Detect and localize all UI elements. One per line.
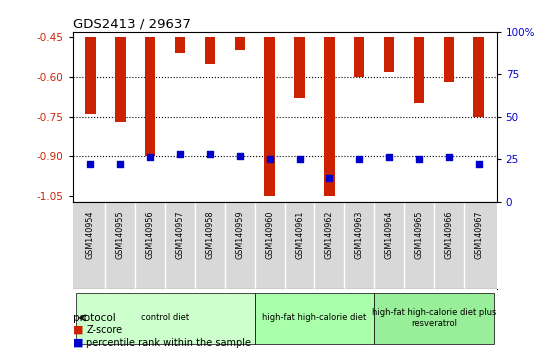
Text: GSM140957: GSM140957: [176, 210, 185, 259]
Point: [176, 151, 185, 157]
Point: [295, 156, 304, 162]
Bar: [374, 293, 494, 344]
Point: [444, 155, 453, 160]
Text: GSM140956: GSM140956: [146, 210, 155, 259]
Point: [355, 156, 364, 162]
Text: GSM140963: GSM140963: [355, 210, 364, 259]
Text: Z-score: Z-score: [86, 325, 123, 335]
Bar: [324, 37, 335, 196]
Point: [415, 156, 424, 162]
Text: GSM140967: GSM140967: [474, 210, 483, 259]
Point: [265, 156, 274, 162]
Text: GSM140966: GSM140966: [444, 210, 453, 259]
Bar: [264, 37, 275, 196]
Point: [86, 161, 95, 167]
Bar: [354, 37, 364, 77]
Point: [474, 161, 483, 167]
Text: GSM140958: GSM140958: [205, 210, 214, 259]
Point: [116, 161, 125, 167]
Bar: [115, 37, 126, 122]
Point: [235, 153, 244, 159]
Text: GSM140960: GSM140960: [265, 210, 274, 259]
Text: GDS2413 / 29637: GDS2413 / 29637: [73, 18, 190, 31]
Bar: [175, 37, 185, 53]
Text: ■: ■: [73, 338, 83, 348]
Text: percentile rank within the sample: percentile rank within the sample: [86, 338, 252, 348]
Text: GSM140962: GSM140962: [325, 210, 334, 259]
Bar: [205, 37, 215, 64]
Text: GSM140955: GSM140955: [116, 210, 125, 259]
Point: [325, 175, 334, 181]
Text: GSM140961: GSM140961: [295, 210, 304, 259]
Text: GSM140965: GSM140965: [415, 210, 424, 259]
Bar: [75, 293, 254, 344]
Point: [146, 155, 155, 160]
Text: high-fat high-calorie diet plus
resveratrol: high-fat high-calorie diet plus resverat…: [372, 308, 496, 327]
Text: GSM140954: GSM140954: [86, 210, 95, 259]
Text: GSM140964: GSM140964: [384, 210, 393, 259]
Bar: [444, 37, 454, 82]
Text: control diet: control diet: [141, 313, 189, 322]
Point: [205, 151, 214, 157]
Bar: [474, 37, 484, 117]
Bar: [294, 37, 305, 98]
Text: protocol: protocol: [73, 313, 116, 323]
Bar: [413, 37, 424, 103]
Bar: [254, 293, 374, 344]
Text: high-fat high-calorie diet: high-fat high-calorie diet: [262, 313, 367, 322]
Text: ■: ■: [73, 325, 83, 335]
Bar: [145, 37, 156, 156]
Bar: [384, 37, 395, 72]
Text: GSM140959: GSM140959: [235, 210, 244, 259]
Point: [384, 155, 393, 160]
Bar: [234, 37, 245, 50]
Bar: [85, 37, 95, 114]
